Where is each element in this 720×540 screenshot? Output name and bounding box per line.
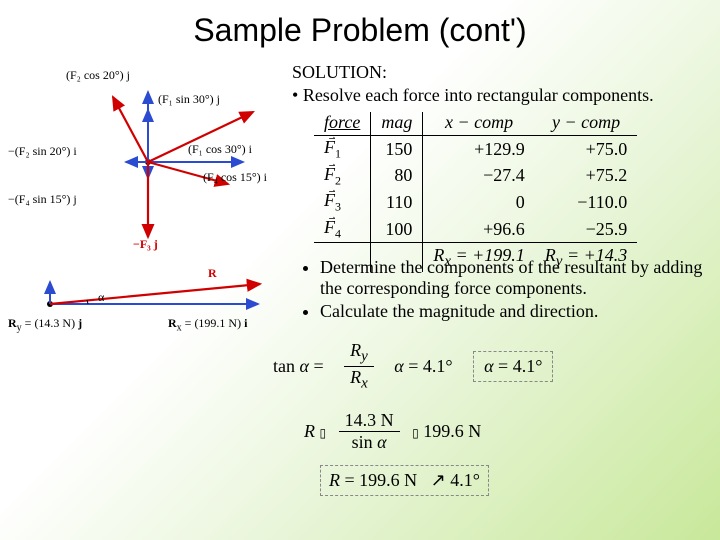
bullet-resolve: • Resolve each force into rectangular co… bbox=[292, 85, 712, 106]
bullet-determine: Determine the components of the resultan… bbox=[320, 257, 712, 299]
lbl-ry: Ry = (14.3 N) j bbox=[8, 316, 82, 333]
eq3-box: R = 199.6 N ↗ 4.1° bbox=[320, 465, 489, 496]
lbl-neg-f4sin15j: −(F₄ sin 15°) j bbox=[8, 192, 77, 207]
eq2-lhs: R ▯ bbox=[304, 421, 326, 442]
eq1-boxed: α = 4.1° bbox=[473, 351, 553, 382]
lbl-neg-f3j: −F₃ j bbox=[133, 237, 158, 252]
slide-title: Sample Problem (cont') bbox=[0, 0, 720, 49]
eq1-lhs: tan α = bbox=[273, 356, 324, 377]
table-row: ⇀F3 110 0 −110.0 bbox=[314, 189, 637, 216]
th-xcomp: x − comp bbox=[423, 112, 535, 136]
th-force: force bbox=[314, 112, 371, 136]
lbl-r: R bbox=[208, 266, 217, 281]
eq1-mid: α = 4.1° bbox=[394, 356, 452, 377]
th-ycomp: y − comp bbox=[535, 112, 637, 136]
lbl-neg-f2sin20i: −(F₂ sin 20°) i bbox=[8, 144, 77, 159]
table-row: ⇀F1 150 +129.9 +75.0 bbox=[314, 136, 637, 163]
lbl-f2cos20j: (F₂ cos 20°) j bbox=[66, 68, 130, 83]
force-diagram: (F₂ cos 20°) j (F₁ sin 30°) j (F₁ cos 30… bbox=[8, 62, 288, 252]
eq2-rhs: ▯ 199.6 N bbox=[412, 421, 481, 442]
equation-final: R = 199.6 N ↗ 4.1° bbox=[320, 465, 489, 496]
component-table: force mag x − comp y − comp ⇀F1 150 +129… bbox=[314, 112, 637, 272]
table-row: ⇀F2 80 −27.4 +75.2 bbox=[314, 163, 637, 190]
lbl-rx: Rx = (199.1 N) i bbox=[168, 316, 247, 333]
equation-r: R ▯ 14.3 N sin α ▯ 199.6 N bbox=[300, 410, 485, 453]
equation-tan-alpha: tan α = Ry Rx α = 4.1° α = 4.1° bbox=[265, 340, 561, 392]
bullet-resolve-text: Resolve each force into rectangular comp… bbox=[303, 85, 654, 105]
resultant-diagram: Ry = (14.3 N) j Rx = (199.1 N) i R α bbox=[8, 254, 288, 344]
eq1-fraction: Ry Rx bbox=[344, 340, 374, 392]
lbl-f1cos30i: (F₁ cos 30°) i bbox=[188, 142, 252, 157]
lbl-f1sin30j: (F₁ sin 30°) j bbox=[158, 92, 220, 107]
lbl-alpha: α bbox=[98, 290, 104, 305]
bullet-calculate: Calculate the magnitude and direction. bbox=[320, 301, 712, 322]
solution-block: SOLUTION: • Resolve each force into rect… bbox=[292, 62, 712, 272]
bullets-bottom: Determine the components of the resultan… bbox=[292, 257, 712, 324]
table-row: ⇀F4 100 +96.6 −25.9 bbox=[314, 216, 637, 243]
eq2-fraction: 14.3 N sin α bbox=[339, 410, 400, 453]
th-mag: mag bbox=[371, 112, 423, 136]
solution-heading: SOLUTION: bbox=[292, 62, 712, 83]
lbl-f4cos15i: (F₄ cos 15°) i bbox=[203, 170, 267, 185]
